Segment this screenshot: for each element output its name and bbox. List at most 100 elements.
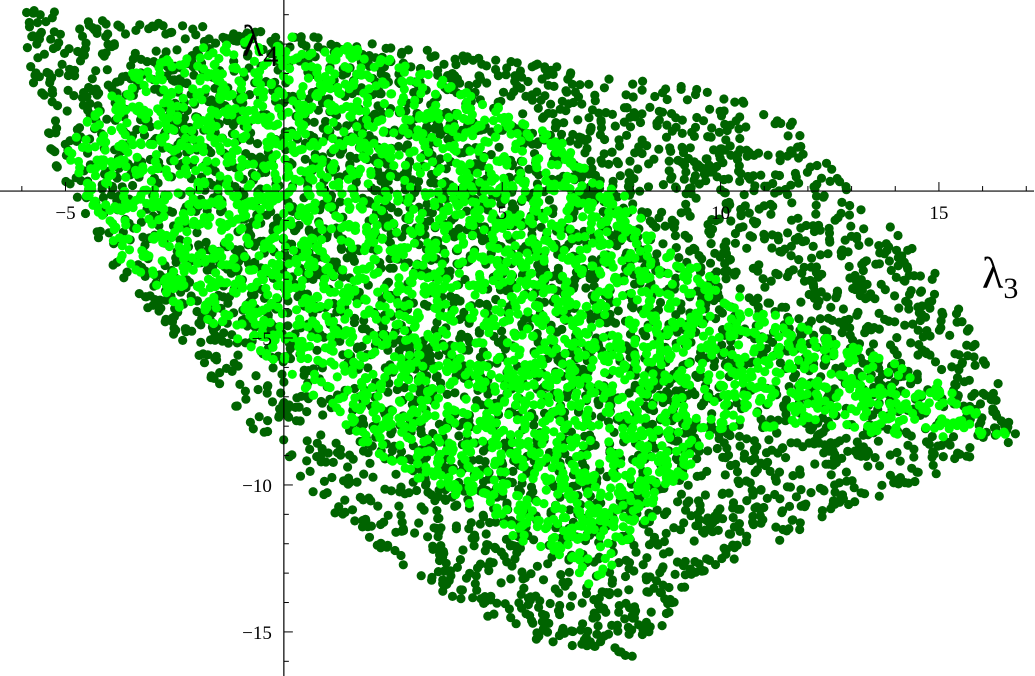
data-point [72, 192, 82, 202]
data-point [502, 557, 512, 567]
data-point [677, 142, 687, 152]
data-point [546, 99, 556, 109]
data-point [796, 485, 806, 495]
data-point [502, 63, 512, 73]
data-point [782, 271, 793, 282]
data-point [894, 303, 904, 313]
data-point [693, 520, 703, 531]
data-point [664, 607, 674, 617]
data-point [267, 397, 278, 407]
data-point [296, 32, 306, 42]
data-point [54, 68, 64, 78]
data-point [142, 57, 152, 67]
data-point [489, 609, 499, 619]
data-point [211, 157, 221, 167]
data-point [826, 369, 836, 379]
data-point [828, 500, 838, 510]
data-point [937, 307, 947, 317]
data-point [903, 245, 913, 255]
data-point [821, 158, 832, 168]
data-point [770, 473, 780, 483]
data-point [796, 501, 806, 511]
data-point [557, 271, 568, 281]
data-point [859, 257, 869, 268]
data-point [452, 74, 462, 84]
data-point [604, 437, 614, 447]
data-point [102, 114, 112, 124]
data-point [457, 585, 467, 595]
data-point [834, 478, 845, 488]
data-point [447, 591, 458, 602]
data-point [419, 505, 429, 515]
data-point [603, 629, 614, 639]
data-point [930, 357, 941, 367]
data-point [559, 118, 569, 128]
data-point [94, 88, 104, 98]
data-point [451, 524, 461, 534]
data-point [318, 410, 328, 420]
data-point [422, 199, 432, 209]
data-point [433, 532, 443, 542]
data-point [383, 540, 393, 551]
data-point [938, 452, 948, 462]
data-point [719, 94, 729, 104]
data-point [132, 223, 142, 234]
data-point [703, 513, 713, 523]
data-point [233, 350, 243, 360]
data-point [607, 147, 617, 157]
data-point [781, 302, 791, 312]
data-point [779, 400, 789, 411]
data-point [690, 244, 700, 255]
data-point [914, 340, 924, 350]
data-point [664, 156, 674, 166]
data-point [602, 227, 612, 237]
data-point [287, 450, 297, 460]
data-point [830, 215, 840, 225]
data-point [101, 31, 111, 42]
data-point [619, 117, 629, 127]
data-point [844, 314, 854, 324]
data-point [889, 345, 899, 355]
data-point [713, 507, 723, 517]
data-point [516, 589, 526, 600]
data-point [577, 134, 587, 144]
data-point [404, 392, 414, 402]
data-point [724, 488, 734, 498]
data-point [736, 204, 746, 214]
data-point [729, 554, 739, 564]
data-point [332, 448, 343, 458]
data-point [835, 177, 845, 187]
data-point [504, 604, 514, 614]
data-point [254, 412, 264, 422]
data-point [806, 488, 816, 498]
data-point [759, 201, 769, 211]
data-point [739, 453, 749, 463]
data-point [642, 553, 652, 563]
data-point [50, 147, 60, 157]
data-point [756, 518, 766, 528]
data-point [812, 301, 822, 311]
data-point [777, 507, 787, 518]
data-point [565, 601, 576, 612]
data-point [621, 598, 631, 609]
data-point [811, 200, 821, 210]
data-point [392, 384, 402, 395]
data-point [590, 96, 600, 106]
data-point [692, 510, 702, 520]
data-point [302, 436, 312, 446]
data-point [412, 485, 422, 496]
data-point [814, 220, 824, 230]
data-point [810, 287, 820, 297]
data-point [518, 109, 528, 119]
data-point [988, 388, 999, 398]
data-point [330, 508, 340, 518]
data-point [875, 461, 885, 471]
data-point [627, 651, 637, 661]
data-point [836, 251, 847, 261]
data-point [149, 22, 160, 32]
data-point [422, 45, 432, 55]
data-point [98, 192, 108, 203]
data-point [469, 530, 480, 540]
data-point [93, 233, 104, 243]
data-point [637, 85, 647, 95]
